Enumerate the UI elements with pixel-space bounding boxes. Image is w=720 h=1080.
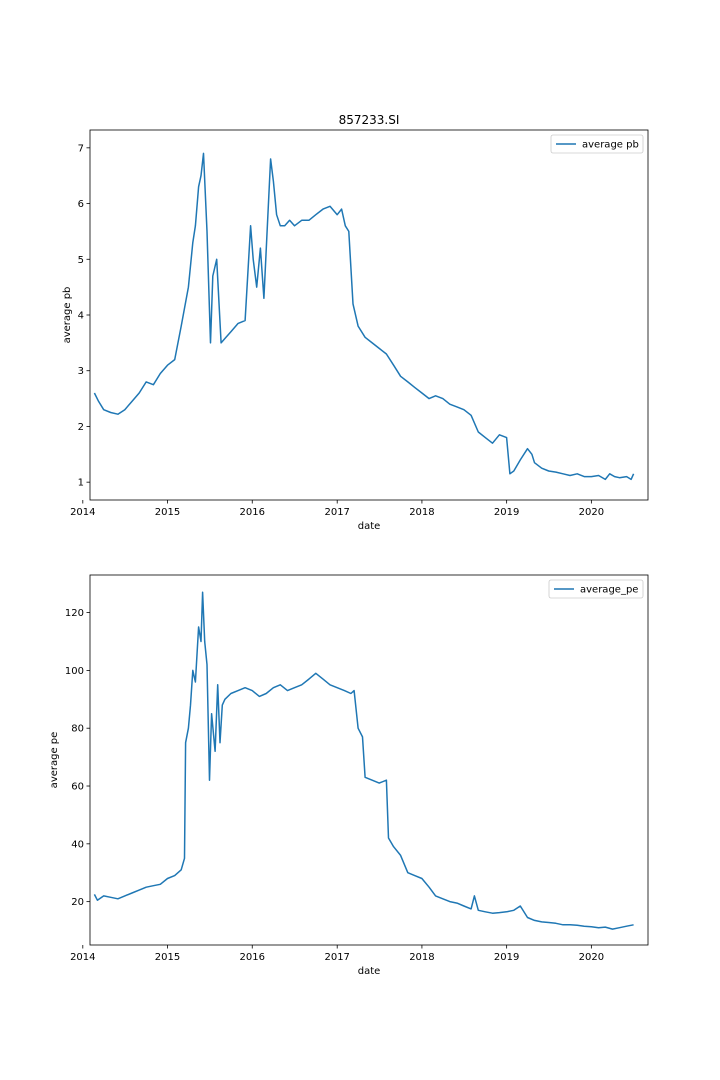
x-tick-label: 2014 xyxy=(70,952,95,963)
x-tick-label: 2015 xyxy=(155,507,180,518)
y-axis-title: average pe xyxy=(49,732,60,789)
y-tick-label: 120 xyxy=(65,608,84,619)
y-axis-title: average pb xyxy=(62,287,73,344)
x-tick-label: 2018 xyxy=(409,952,434,963)
y-tick-label: 7 xyxy=(78,143,84,154)
legend-box xyxy=(548,579,644,599)
legend-entry: average pb xyxy=(582,140,639,151)
plot-frame xyxy=(89,574,649,946)
series-line xyxy=(93,591,634,930)
legend-box xyxy=(550,134,644,154)
x-tick-label: 2016 xyxy=(240,507,265,518)
pb-plot-area: 2014 2015 2016 2017 2018 2019 2020 1 2 3 4 5 6 7 xyxy=(70,129,649,518)
y-tick-label: 2 xyxy=(78,422,84,433)
legend: average_pe xyxy=(548,579,644,599)
x-tick-label: 2016 xyxy=(240,952,265,963)
x-tick-label: 2020 xyxy=(579,952,604,963)
y-tick-label: 20 xyxy=(71,897,84,908)
x-tick-label: 2014 xyxy=(70,507,95,518)
x-tick-label: 2020 xyxy=(579,507,604,518)
y-tick-label: 100 xyxy=(65,666,84,677)
pb-chart: 857233.SI 2014 2015 2016 2017 2018 2019 202012… xyxy=(62,113,649,532)
y-tick-label: 5 xyxy=(78,255,84,266)
x-tick-label: 2019 xyxy=(494,952,519,963)
legend-entry: average_pe xyxy=(580,585,638,596)
series-line xyxy=(93,152,635,481)
x-axis-title: date xyxy=(358,966,381,977)
legend: average pb xyxy=(550,134,644,154)
x-tick-label: 2018 xyxy=(409,507,434,518)
pe-plot-area: 2014 2015 2016 2017 2018 2019 2020204060801001… xyxy=(65,574,649,963)
x-axis-title: date xyxy=(358,521,381,532)
x-tick-label: 2015 xyxy=(155,952,180,963)
x-tick-label: 2017 xyxy=(324,507,349,518)
y-tick-label: 3 xyxy=(78,366,84,377)
x-tick-label: 2019 xyxy=(494,507,519,518)
pe-chart: 2014 2015 2016 2017 2018 2019 2020204060801001… xyxy=(49,574,649,977)
y-tick-label: 80 xyxy=(71,724,84,735)
x-tick-label: 2017 xyxy=(324,952,349,963)
chart-title: 857233.SI xyxy=(339,113,400,127)
y-tick-label: 4 xyxy=(78,311,84,322)
y-tick-label: 1 xyxy=(78,478,84,489)
y-tick-label: 6 xyxy=(78,199,84,210)
y-tick-label: 60 xyxy=(71,782,84,793)
y-tick-label: 40 xyxy=(71,839,84,850)
